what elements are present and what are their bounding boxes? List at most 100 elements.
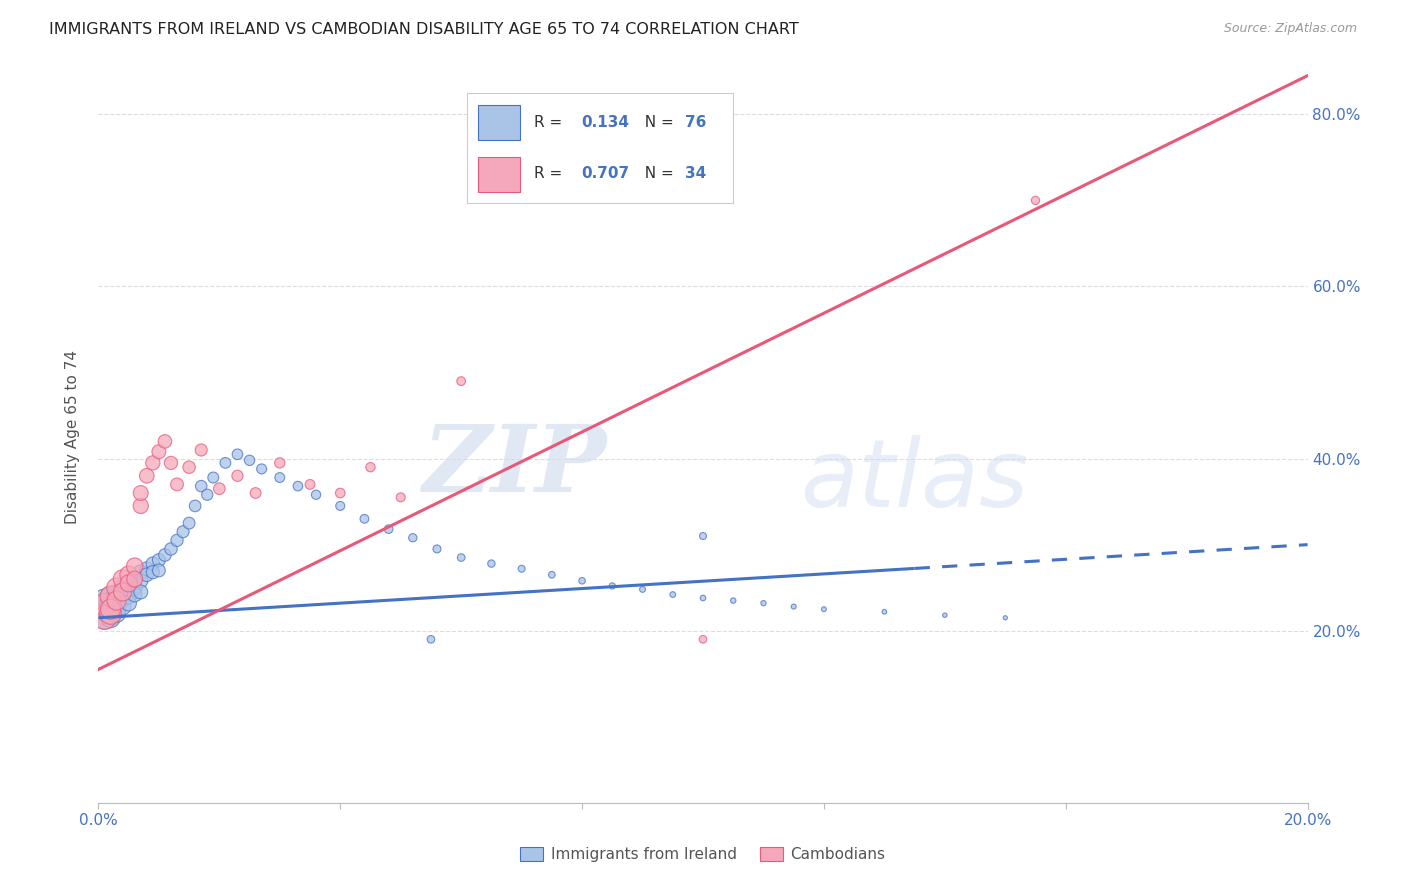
Point (402, 531, 425, 545)
Point (100, 599, 122, 614)
Point (389, 491, 412, 505)
Point (329, 499, 352, 513)
Point (93, 593, 115, 607)
Point (510, 562, 533, 576)
Text: ZIP: ZIP (422, 421, 606, 511)
Point (100, 596, 122, 610)
Point (93, 598, 115, 612)
Point (166, 477, 188, 491)
Point (420, 632, 443, 647)
Point (142, 456, 165, 470)
Point (226, 447, 249, 461)
Point (105, 602, 128, 616)
Point (105, 581, 128, 595)
Point (360, 460, 382, 475)
Point (135, 567, 157, 582)
Point (124, 559, 146, 574)
Point (105, 607, 128, 621)
Point (783, 599, 806, 614)
Point (93, 611, 115, 625)
Point (426, 541, 449, 556)
Text: IMMIGRANTS FROM IRELAND VS CAMBODIAN DISABILITY AGE 65 TO 74 CORRELATION CHART: IMMIGRANTS FROM IRELAND VS CAMBODIAN DIS… (49, 22, 799, 37)
Point (93, 607, 115, 621)
Point (118, 596, 141, 610)
Point (100, 607, 122, 621)
Point (692, 632, 714, 647)
Point (118, 576, 141, 591)
Point (100, 611, 122, 625)
Point (994, 611, 1017, 625)
Point (129, 585, 152, 599)
Point (184, 499, 207, 513)
Point (1024, 194, 1046, 208)
Point (100, 608, 122, 623)
Point (661, 588, 683, 602)
Point (299, 477, 322, 491)
Point (245, 486, 267, 500)
Point (148, 564, 170, 578)
Point (450, 374, 472, 388)
Text: Source: ZipAtlas.com: Source: ZipAtlas.com (1223, 22, 1357, 36)
Point (135, 562, 157, 576)
Point (153, 434, 176, 449)
Point (202, 470, 225, 484)
Point (179, 516, 201, 530)
Point (481, 557, 503, 571)
Point (250, 462, 273, 476)
Point (195, 488, 218, 502)
Point (269, 456, 291, 470)
Point (105, 591, 128, 605)
Point (124, 572, 146, 586)
Point (239, 453, 262, 467)
Point (118, 582, 141, 597)
Point (305, 488, 328, 502)
Point (111, 591, 134, 605)
Point (142, 565, 165, 579)
Point (118, 567, 141, 582)
Point (142, 557, 165, 571)
Point (571, 574, 593, 588)
Point (111, 581, 134, 595)
Point (450, 550, 472, 565)
Point (873, 605, 896, 619)
Point (111, 585, 134, 599)
Point (153, 548, 176, 562)
Point (93, 598, 115, 612)
Point (129, 565, 152, 579)
Point (269, 470, 291, 484)
Point (190, 479, 212, 493)
Point (179, 460, 201, 475)
Point (93, 611, 115, 625)
Point (105, 593, 128, 607)
Point (100, 589, 122, 603)
Point (124, 572, 146, 586)
Point (934, 608, 956, 623)
Point (329, 486, 352, 500)
Point (129, 499, 152, 513)
Y-axis label: Disability Age 65 to 74: Disability Age 65 to 74 (65, 350, 80, 524)
Point (166, 533, 188, 548)
Point (111, 599, 134, 614)
Point (93, 602, 115, 616)
Point (172, 524, 194, 539)
Point (105, 598, 128, 612)
Point (813, 602, 835, 616)
Point (692, 591, 714, 605)
Point (190, 442, 212, 457)
Point (148, 553, 170, 567)
Point (160, 541, 183, 556)
Point (105, 588, 128, 602)
Point (100, 605, 122, 619)
Point (100, 602, 122, 616)
Point (100, 589, 122, 603)
Point (752, 596, 775, 610)
Point (377, 522, 399, 536)
Legend: Immigrants from Ireland, Cambodians: Immigrants from Ireland, Cambodians (515, 841, 891, 868)
Point (129, 486, 152, 500)
Point (111, 585, 134, 599)
Point (226, 468, 249, 483)
Point (111, 572, 134, 586)
Point (208, 482, 231, 496)
Point (540, 567, 562, 582)
Point (692, 529, 714, 543)
